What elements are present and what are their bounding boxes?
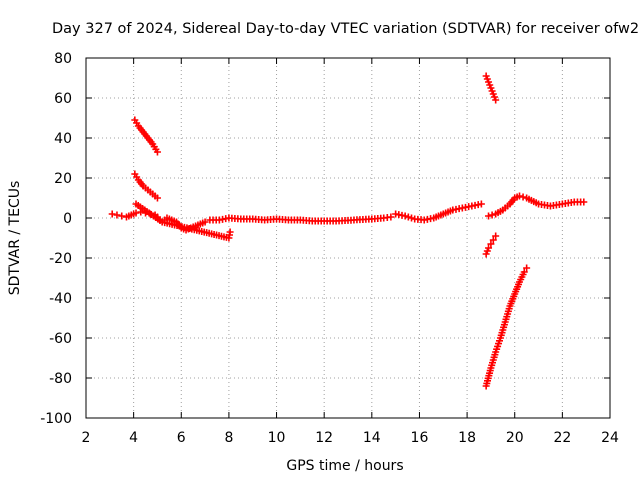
series-arc-early-upper xyxy=(131,116,161,156)
data-points xyxy=(108,72,588,390)
series-baseline-mid xyxy=(206,213,395,225)
series-baseline-early xyxy=(108,208,161,221)
plot-frame xyxy=(85,57,611,419)
series-arc-early-lower xyxy=(131,170,161,202)
data-point xyxy=(492,96,500,104)
data-point xyxy=(580,198,588,206)
data-point xyxy=(226,228,234,236)
y-tick-label: -40 xyxy=(49,291,72,307)
x-tick-label: 18 xyxy=(458,430,476,446)
y-tick-label: -20 xyxy=(49,251,72,267)
y-tick-label: -80 xyxy=(49,371,72,387)
axis-ticks xyxy=(85,57,611,419)
series-arc-late-high xyxy=(482,72,500,104)
x-tick-label: 20 xyxy=(506,430,524,446)
series-outliers xyxy=(132,200,234,242)
series-post-ramp xyxy=(485,192,588,220)
data-point xyxy=(520,268,528,276)
data-point xyxy=(108,210,116,218)
x-tick-label: 16 xyxy=(411,430,429,446)
data-point xyxy=(153,148,161,156)
series-arc-late-neg xyxy=(482,232,500,258)
x-tick-label: 8 xyxy=(224,430,233,446)
data-point xyxy=(485,212,493,220)
y-tick-label: 20 xyxy=(54,171,72,187)
x-tick-label: 6 xyxy=(177,430,186,446)
data-point xyxy=(408,214,416,222)
x-tick-label: 2 xyxy=(82,430,91,446)
tick-labels: 2 4 6 8 10 12 14 16 18 20 22 24-100-80-60-40-200204… xyxy=(40,51,619,446)
data-point xyxy=(153,194,161,202)
x-tick-label: 14 xyxy=(363,430,381,446)
data-point xyxy=(477,200,485,208)
grid-lines xyxy=(86,58,610,418)
y-tick-label: 80 xyxy=(54,51,72,67)
data-point xyxy=(113,211,121,219)
chart-title: Day 327 of 2024, Sidereal Day-to-day VTE… xyxy=(52,21,639,37)
data-point xyxy=(404,213,412,221)
x-tick-label: 22 xyxy=(553,430,571,446)
data-point xyxy=(519,193,527,201)
data-point xyxy=(492,232,500,240)
y-tick-label: 60 xyxy=(54,91,72,107)
data-point xyxy=(201,218,209,226)
x-tick-label: 4 xyxy=(129,430,138,446)
data-point xyxy=(118,212,126,220)
data-point xyxy=(523,264,531,272)
data-point xyxy=(489,236,497,244)
x-axis-label: GPS time / hours xyxy=(286,458,403,474)
data-point xyxy=(387,213,395,221)
x-tick-label: 12 xyxy=(315,430,333,446)
data-point xyxy=(132,209,140,217)
x-tick-label: 24 xyxy=(601,430,619,446)
data-point xyxy=(487,240,495,248)
data-point xyxy=(401,212,409,220)
data-point xyxy=(485,244,493,252)
y-tick-label: -60 xyxy=(49,331,72,347)
data-point xyxy=(488,211,496,219)
data-point xyxy=(515,192,523,200)
series-arc-late-deep xyxy=(482,264,531,390)
series-baseline-late xyxy=(392,200,485,224)
y-tick-label: 40 xyxy=(54,131,72,147)
y-tick-label: -100 xyxy=(40,411,72,427)
x-tick-label: 10 xyxy=(268,430,286,446)
y-tick-label: 0 xyxy=(63,211,72,227)
y-axis-label: SDTVAR / TECUs xyxy=(7,181,23,296)
